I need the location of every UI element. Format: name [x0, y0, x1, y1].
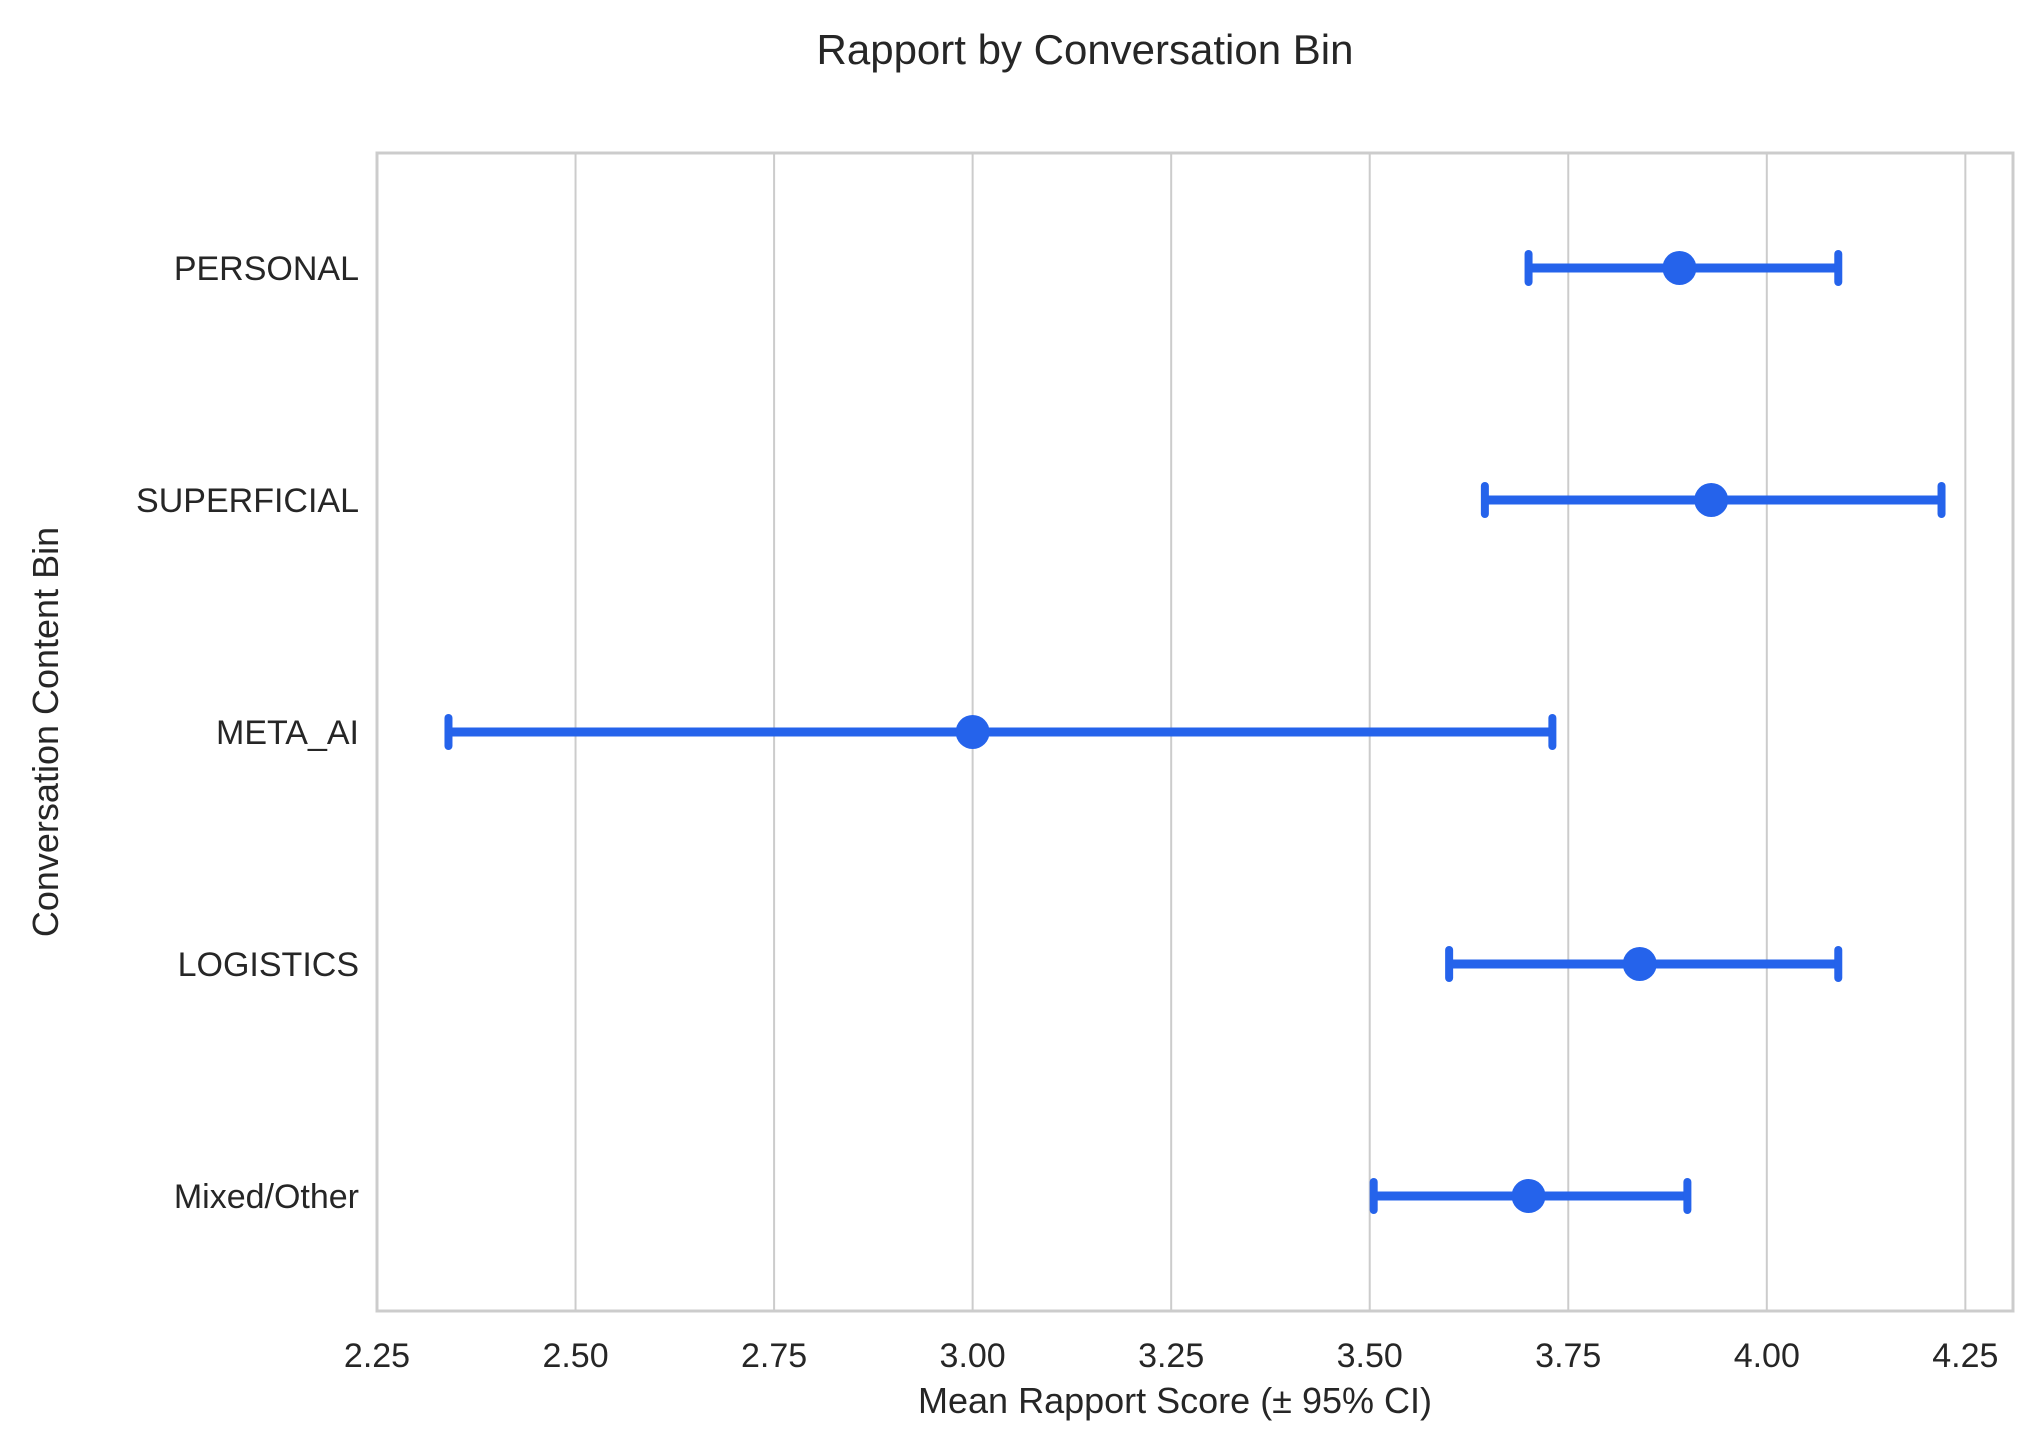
data-marks	[444, 250, 1946, 1214]
x-tick-label: 2.50	[542, 1337, 608, 1375]
x-tick-label: 3.75	[1535, 1337, 1601, 1375]
x-tick-label: 3.00	[940, 1337, 1006, 1375]
mean-point	[1662, 251, 1697, 285]
y-tick-label: SUPERFICIAL	[136, 482, 359, 520]
x-tick-label: 2.75	[741, 1337, 807, 1375]
plot-frame	[375, 151, 2015, 1313]
y-tick-labels: PERSONAL SUPERFICIAL META_AI LOGISTICS Mixed…	[136, 250, 359, 1216]
y-tick-label: Mixed/Other	[174, 1178, 359, 1216]
x-tick-label: 3.50	[1337, 1337, 1403, 1375]
mean-point	[1694, 483, 1729, 517]
x-tick-label: 4.00	[1734, 1337, 1800, 1375]
x-tick-label: 4.25	[1932, 1337, 1998, 1375]
x-axis-label: Mean Rapport Score (± 95% CI)	[918, 1380, 1432, 1421]
x-tick-labels: 2.25 2.50 2.75 3.00 3.25 3.50 3.75 4.00 4.25	[344, 1337, 1999, 1375]
chart-title: Rapport by Conversation Bin	[817, 26, 1354, 73]
x-tick-label: 3.25	[1138, 1337, 1204, 1375]
y-axis-label: Conversation Content Bin	[25, 527, 66, 937]
mean-point	[1511, 1179, 1546, 1213]
mean-point	[1622, 947, 1657, 981]
mean-point	[955, 715, 990, 749]
x-tick-label: 2.25	[344, 1337, 410, 1375]
y-tick-label: LOGISTICS	[178, 946, 359, 984]
y-tick-label: PERSONAL	[174, 250, 359, 288]
y-tick-label: META_AI	[216, 714, 359, 752]
